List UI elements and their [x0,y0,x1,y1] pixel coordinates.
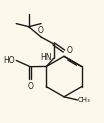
Text: O: O [27,82,33,91]
Text: HO: HO [3,56,15,65]
Text: O: O [67,46,72,55]
Text: O: O [38,26,44,35]
Text: CH₃: CH₃ [78,97,91,103]
Text: HN: HN [40,53,51,62]
